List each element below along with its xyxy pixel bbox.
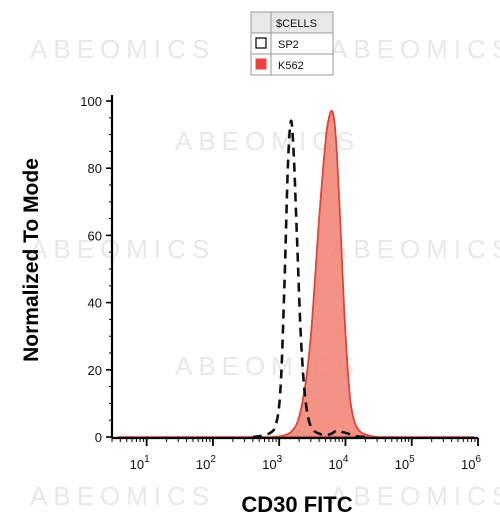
watermark-text: ABEOMICS bbox=[30, 34, 215, 64]
plot-area bbox=[118, 109, 474, 439]
legend: $CELLS SP2 K562 bbox=[250, 11, 334, 76]
y-tick-label: 40 bbox=[88, 296, 102, 311]
legend-swatch-sp2 bbox=[255, 37, 267, 49]
x-tick-label: 103 bbox=[262, 454, 282, 472]
y-tick-label: 20 bbox=[88, 363, 102, 378]
legend-label-sp2: SP2 bbox=[278, 39, 299, 51]
series-k562-line bbox=[272, 109, 378, 438]
y-tick-label: 60 bbox=[88, 228, 102, 243]
y-tick-label: 0 bbox=[95, 430, 102, 445]
y-axis-title: Normalized To Mode bbox=[20, 158, 43, 362]
x-tick-label: 105 bbox=[395, 454, 415, 472]
y-tick-label: 100 bbox=[80, 94, 102, 109]
series-k562-area bbox=[272, 110, 378, 437]
watermark-text: ABEOMICS bbox=[30, 481, 215, 511]
watermark-text: ABEOMICS bbox=[30, 234, 215, 264]
watermark-text: ABEOMICS bbox=[330, 34, 500, 64]
x-tick-label: 101 bbox=[130, 454, 150, 472]
y-tick-label: 80 bbox=[88, 161, 102, 176]
x-tick-label: 106 bbox=[461, 454, 481, 472]
legend-header: $CELLS bbox=[276, 18, 317, 30]
watermark-text: ABEOMICS bbox=[330, 234, 500, 264]
legend-swatch-k562 bbox=[255, 58, 267, 70]
series-sp2-line bbox=[252, 119, 366, 439]
x-tick-label: 102 bbox=[196, 454, 216, 472]
axes: 0 20 40 60 80 100 101 102 103 104 105 106 bbox=[80, 94, 481, 472]
watermark-text: ABEOMICS bbox=[330, 481, 500, 511]
x-axis-title: CD30 FITC bbox=[241, 492, 352, 517]
x-tick-label: 104 bbox=[328, 454, 348, 472]
legend-label-k562: K562 bbox=[278, 60, 304, 72]
